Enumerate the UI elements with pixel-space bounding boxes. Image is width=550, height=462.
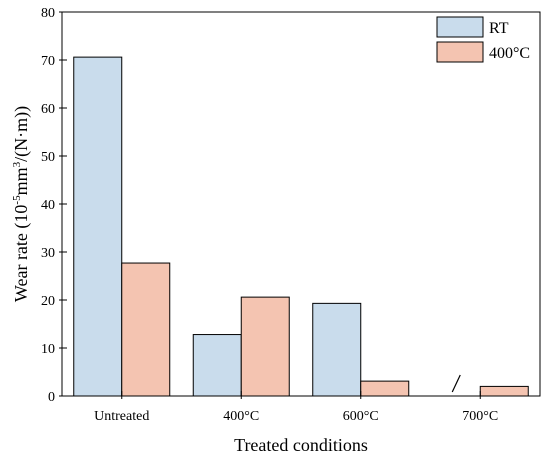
legend: RT 400°C [436,16,530,63]
legend-label: 400°C [489,45,530,62]
bar-400°C-400°C [240,296,290,397]
x-tick-label: 700°C [462,409,498,424]
y-tick-label: 0 [48,390,55,405]
x-tick-label: Untreated [94,409,149,424]
x-tick-label: 400°C [223,409,259,424]
x-axis: Untreated 400°C 600°C 700°C [94,391,498,424]
y-axis-title-mid: mm [11,167,31,195]
y-tick-label: 80 [41,6,55,21]
y-axis-title-exp1: -5 [11,195,23,205]
annotation-slash [451,374,461,393]
y-tick-label: 40 [41,198,55,213]
x-axis-title: Treated conditions [234,435,368,455]
bars-layer [73,56,529,397]
y-tick-label: 30 [41,246,55,261]
legend-label: RT [489,20,509,37]
x-tick-label: 600°C [343,409,379,424]
legend-swatch-RT [436,16,484,38]
bar-RT-400°C [192,334,242,397]
y-axis-title-exp2: 3 [11,161,23,167]
y-axis: 0 10 20 30 40 50 60 70 80 [41,6,67,405]
legend-swatch-400°C [436,41,484,63]
bar-400°C-600°C [360,380,410,397]
y-axis-title-suffix: /(N·m)) [11,106,32,162]
y-tick-label: 60 [41,102,55,117]
bar-400°C-Untreated [121,262,171,397]
y-axis-title: Wear rate (10-5mm3/(N·m)) [11,106,32,302]
y-tick-label: 50 [41,150,55,165]
y-tick-label: 20 [41,294,55,309]
annotations-layer [451,374,461,393]
y-tick-label: 10 [41,342,55,357]
bar-400°C-700°C [479,385,529,397]
bar-RT-Untreated [73,56,123,397]
y-tick-label: 70 [41,54,55,69]
bar-RT-600°C [312,302,362,397]
y-axis-title-prefix: Wear rate (10 [11,205,32,303]
